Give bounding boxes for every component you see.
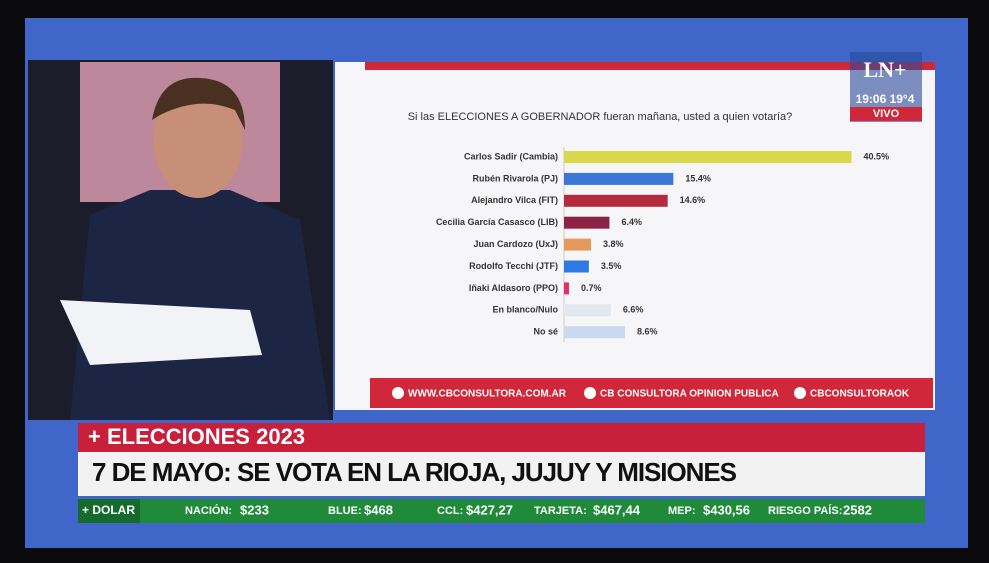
bar — [564, 194, 668, 207]
category-label: Juan Cardozo (UxJ) — [473, 239, 558, 249]
footer-icon — [392, 387, 404, 399]
ticker-value: $430,56 — [703, 502, 750, 517]
category-label: Rubén Rivarola (PJ) — [472, 173, 558, 183]
ticker-label: TARJETA: — [534, 505, 587, 517]
presenter-hair — [152, 77, 245, 130]
ticker-label: BLUE: — [328, 505, 362, 517]
ticker-value: $427,27 — [466, 502, 513, 517]
footer-text: WWW.CBCONSULTORA.COM.AR — [408, 389, 567, 400]
value-label: 6.6% — [623, 305, 644, 315]
clock: 19:06 19°4 — [856, 92, 915, 106]
chart-top-bar — [365, 62, 935, 70]
ticker-title-box — [78, 499, 140, 523]
bar — [564, 282, 569, 295]
value-label: 3.8% — [603, 239, 624, 249]
chart-footer — [370, 378, 933, 408]
papers — [60, 300, 262, 365]
bar — [564, 304, 611, 317]
category-label: Alejandro Vilca (FIT) — [471, 195, 558, 205]
category-label: Iñaki Aldasoro (PPO) — [469, 283, 558, 293]
ticker-label: CCL: — [437, 505, 463, 517]
chart-title: Si las ELECCIONES A GOBERNADOR fueran ma… — [408, 111, 793, 123]
footer-text: CB CONSULTORA OPINION PUBLICA — [600, 389, 779, 400]
ticker-value: $233 — [240, 502, 269, 517]
live: VIVO — [873, 108, 900, 120]
bar — [564, 151, 852, 163]
ticker-label: NACIÓN: — [185, 504, 232, 517]
category-label: En blanco/Nulo — [492, 305, 558, 315]
value-label: 40.5% — [864, 151, 890, 161]
presenter-head — [153, 82, 243, 198]
value-label: 14.6% — [680, 195, 706, 205]
channel-logo: LN+ — [863, 57, 906, 82]
live-box — [850, 107, 922, 121]
bar — [564, 326, 626, 339]
value-label: 8.6% — [637, 327, 658, 337]
ticker-label: MEP: — [668, 505, 696, 517]
category-label: Rodolfo Tecchi (JTF) — [469, 261, 558, 271]
ticker-value: $467,44 — [593, 502, 641, 517]
value-label: 0.7% — [581, 283, 602, 293]
section-bar — [78, 423, 925, 452]
ticker-bar — [78, 499, 925, 523]
footer-icon — [794, 387, 806, 399]
value-label: 15.4% — [685, 173, 711, 183]
bar — [564, 238, 591, 251]
category-label: Carlos Sadir (Cambia) — [464, 151, 558, 161]
ticker-title: + DOLAR — [82, 503, 135, 517]
presenter-suit — [70, 190, 330, 420]
category-label: No sé — [533, 327, 558, 337]
bar — [564, 216, 610, 229]
headline-bar — [78, 452, 925, 496]
value-label: 6.4% — [621, 217, 642, 227]
ticker-label: RIESGO PAÍS: — [768, 504, 842, 517]
section: + ELECCIONES 2023 — [88, 424, 305, 449]
footer-icon — [584, 387, 596, 399]
ticker-value: 2582 — [843, 502, 872, 517]
bar — [564, 172, 674, 185]
footer-text: CBCONSULTORAOK — [810, 389, 910, 400]
chart-panel — [335, 62, 935, 410]
value-label: 3.5% — [601, 261, 622, 271]
category-label: Cecilia García Casasco (LIB) — [436, 217, 558, 227]
ticker-value: $468 — [364, 502, 393, 517]
headline: 7 DE MAYO: SE VOTA EN LA RIOJA, JUJUY Y … — [92, 457, 737, 487]
bar — [564, 260, 589, 273]
